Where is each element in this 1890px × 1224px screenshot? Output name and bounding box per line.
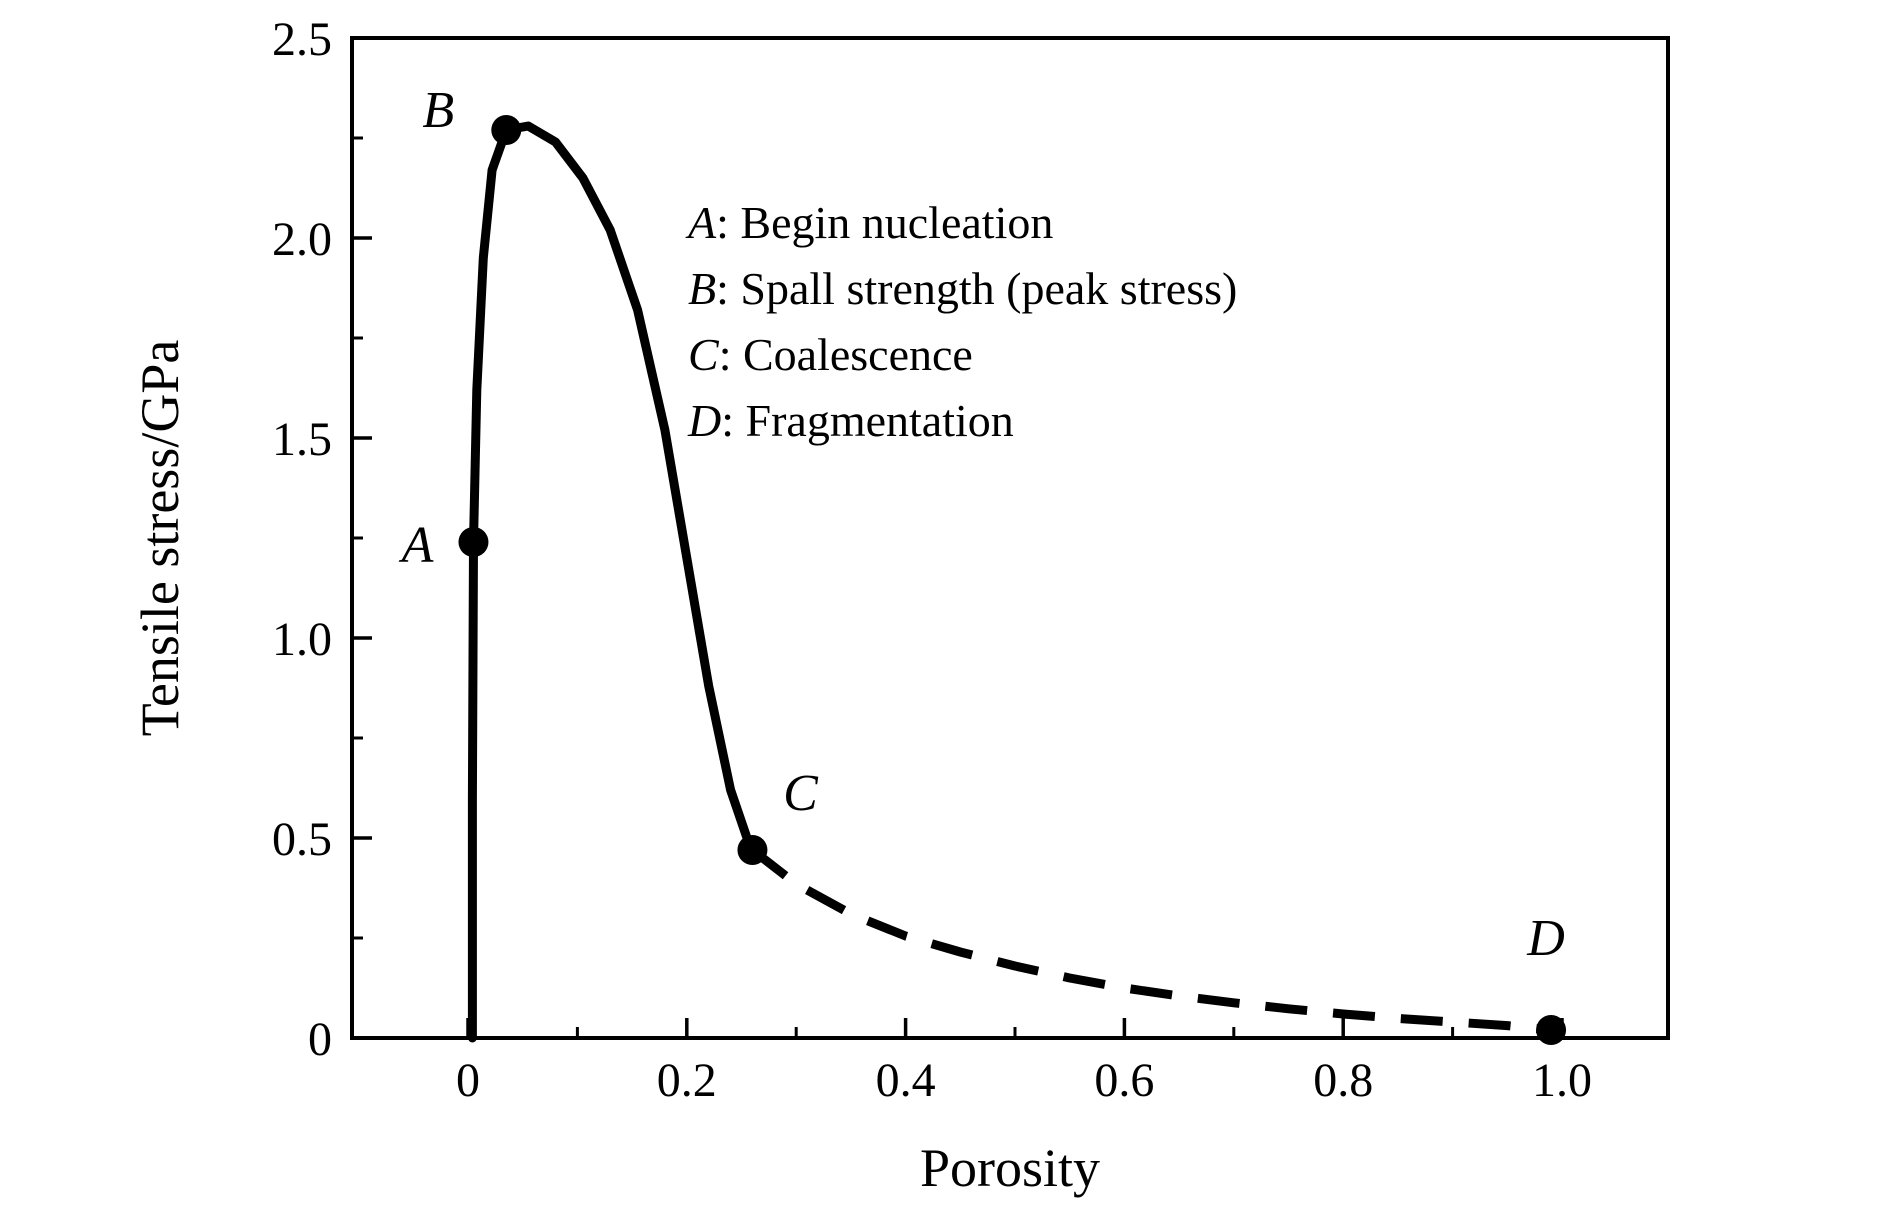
x-tick-label: 0.6 (1094, 1054, 1154, 1107)
point-c (737, 835, 768, 865)
x-axis-label: Porosity (920, 1138, 1100, 1198)
legend-text-c: Coalescence (742, 329, 973, 380)
x-tick-label: 0.8 (1313, 1054, 1373, 1107)
x-tick-label: 0.4 (876, 1054, 936, 1107)
legend-key-d: D (688, 395, 722, 446)
x-tick-label: 1.0 (1532, 1054, 1592, 1107)
y-tick-label: 0.5 (272, 813, 332, 866)
y-tick-label: 0 (308, 1013, 332, 1066)
legend-key-c: C (688, 329, 719, 380)
legend-line-b: B: Spall strength (peak stress) (688, 256, 1237, 322)
y-axis-label: Tensile stress/GPa (130, 340, 190, 737)
point-label-c: C (783, 765, 819, 822)
legend-text-a: Begin nucleation (740, 197, 1054, 248)
legend-key-a: A (688, 197, 717, 248)
legend-line-c: C: Coalescence (688, 322, 1237, 388)
curve-nucleation-to-coalescence (467, 121, 757, 1043)
x-tick-label: 0 (456, 1054, 480, 1107)
legend-separator-c: : (718, 329, 743, 380)
legend-text-b: Spall strength (peak stress) (740, 263, 1238, 314)
legend-separator-a: : (716, 197, 741, 248)
y-tick-label: 1.5 (272, 413, 332, 466)
point-b (491, 115, 522, 145)
point-d (1536, 1015, 1567, 1045)
plot-frame (350, 36, 1670, 1040)
annotation-legend: A: Begin nucleation B: Spall strength (p… (688, 190, 1237, 454)
point-label-d: D (1526, 910, 1565, 967)
point-a (458, 527, 489, 557)
legend-separator-b: : (716, 263, 741, 314)
curve-coalescence-to-fragmentation (749, 846, 1552, 1035)
legend-line-a: A: Begin nucleation (688, 190, 1237, 256)
legend-key-b: B (688, 263, 717, 314)
point-label-b: B (422, 82, 454, 139)
legend-line-d: D: Fragmentation (688, 388, 1237, 454)
y-tick-label: 2.5 (272, 13, 332, 66)
point-label-a: A (399, 517, 434, 574)
y-tick-label: 1.0 (272, 613, 332, 666)
x-tick-label: 0.2 (657, 1054, 717, 1107)
y-tick-label: 2.0 (272, 213, 332, 266)
legend-text-d: Fragmentation (745, 395, 1014, 446)
legend-separator-d: : (721, 395, 746, 446)
